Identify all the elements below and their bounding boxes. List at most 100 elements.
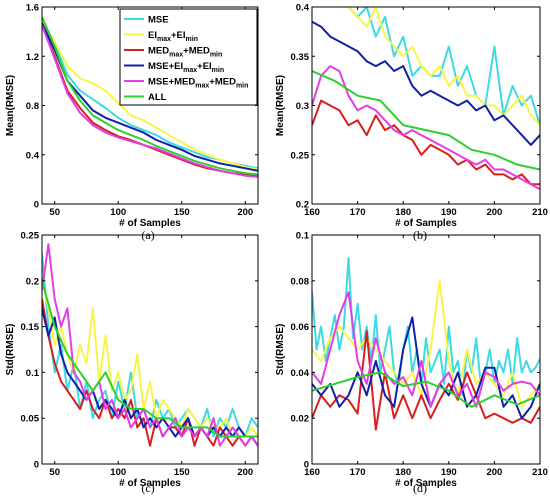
legend-label: MSE+EImax+EImin bbox=[148, 61, 224, 74]
legend-item-med: MEDmax+MEDmin bbox=[124, 46, 222, 59]
legend-label-subscript: max bbox=[195, 83, 209, 90]
y-axis-label: Std(RMSE) bbox=[5, 324, 16, 376]
x-tick-label: 200 bbox=[237, 207, 253, 218]
y-tick-label: 0 bbox=[304, 460, 309, 471]
x-axis-label: # of Samples bbox=[395, 478, 457, 489]
y-tick-label: 0 bbox=[34, 200, 39, 211]
legend-label-subscript: min bbox=[236, 83, 248, 90]
x-tick-label: 180 bbox=[395, 467, 411, 478]
x-axis-label: # of Samples bbox=[395, 218, 457, 229]
series-line-med bbox=[312, 330, 540, 431]
series-group bbox=[42, 16, 258, 178]
legend-label-subscript: max bbox=[157, 36, 171, 43]
y-tick-label: 0.02 bbox=[291, 414, 310, 425]
plot-frame bbox=[311, 234, 541, 465]
series-line-ei bbox=[312, 279, 540, 408]
y-axis-label: Std(RMSE) bbox=[275, 324, 286, 376]
legend-item-all: ALL bbox=[124, 92, 167, 103]
series-line-med bbox=[42, 298, 258, 447]
legend-label-part: ALL bbox=[148, 92, 167, 103]
y-axis-label: Mean(RMSE) bbox=[275, 75, 286, 136]
legend-label: ALL bbox=[148, 92, 167, 103]
x-tick-label: 50 bbox=[49, 207, 60, 218]
series-line-med bbox=[312, 99, 540, 186]
x-tick-label: 100 bbox=[110, 467, 126, 478]
y-axis-label: Mean(RMSE) bbox=[5, 75, 16, 136]
y-tick-label: 0.3 bbox=[296, 101, 309, 112]
y-tick-label: 0.15 bbox=[21, 322, 40, 333]
legend-label: EImax+EImin bbox=[148, 30, 198, 43]
legend-item-mse: MSE bbox=[124, 15, 169, 26]
series-line-ei bbox=[42, 280, 258, 438]
x-tick-label: 100 bbox=[110, 207, 126, 218]
legend: MSEEImax+EIminMEDmax+MEDminMSE+EImax+EIm… bbox=[119, 8, 258, 106]
legend-label-subscript: max bbox=[169, 52, 183, 59]
plot-frame bbox=[41, 234, 259, 465]
y-tick-label: 0.4 bbox=[26, 150, 40, 161]
series-line-mse-ei bbox=[312, 316, 540, 420]
x-tick-label: 150 bbox=[174, 467, 190, 478]
series-line-mse-med bbox=[42, 243, 258, 447]
legend-label: MSE+MEDmax+MEDmin bbox=[148, 77, 248, 90]
x-tick-label: 210 bbox=[532, 207, 548, 218]
y-tick-label: 1.2 bbox=[26, 52, 39, 63]
chart-panel-4: 160 170 180 190 200 210 0 0.02 0.04 0.06 0.08 0.1 # … bbox=[275, 231, 548, 496]
legend-item-mse-ei: MSE+EImax+EImin bbox=[124, 61, 224, 74]
legend-label-part: MED bbox=[148, 46, 169, 57]
y-tick-label: 0.06 bbox=[291, 322, 310, 333]
y-tick-label: 0.05 bbox=[21, 414, 40, 425]
legend-box bbox=[119, 8, 258, 106]
x-tick-label: 200 bbox=[237, 467, 253, 478]
x-tick-label: 160 bbox=[304, 467, 320, 478]
series-line-mse bbox=[347, 7, 540, 126]
legend-label-part: +EI bbox=[171, 30, 186, 41]
y-tick-label: 0.35 bbox=[291, 52, 310, 63]
legend-label-part: MSE bbox=[148, 15, 169, 26]
panel-label: (c) bbox=[141, 481, 154, 495]
x-tick-label: 170 bbox=[350, 467, 366, 478]
series-line-all bbox=[312, 70, 540, 171]
series-line-mse-med bbox=[312, 65, 540, 191]
x-axis-label: # of Samples bbox=[119, 218, 181, 229]
chart-panel-1: 50 100 150 200 0 0.4 0.8 1.2 1.6 # of Samples Mean… bbox=[5, 3, 259, 242]
x-axis-label: # of Samples bbox=[119, 478, 181, 489]
x-tick-label: 50 bbox=[49, 467, 60, 478]
x-tick-label: 180 bbox=[395, 207, 411, 218]
x-tick-label: 200 bbox=[486, 467, 502, 478]
x-tick-label: 210 bbox=[532, 467, 548, 478]
y-tick-label: 0.04 bbox=[291, 368, 310, 379]
series-line-mse-med bbox=[42, 25, 258, 178]
legend-label-part: +EI bbox=[197, 61, 212, 72]
series-line-ei bbox=[347, 7, 540, 126]
legend-label-part: MSE+MED bbox=[148, 77, 195, 88]
series-line-mse-ei bbox=[42, 308, 258, 447]
series-line-ei bbox=[42, 21, 258, 171]
y-tick-label: 0.08 bbox=[291, 276, 310, 287]
legend-label: MSE bbox=[148, 15, 169, 26]
y-tick-label: 0.2 bbox=[26, 276, 39, 287]
series-line-mse bbox=[42, 253, 258, 438]
series-line-mse-ei bbox=[42, 22, 258, 172]
x-tick-label: 160 bbox=[304, 207, 320, 218]
legend-label-subscript: min bbox=[212, 67, 224, 74]
series-line-all bbox=[42, 16, 258, 176]
y-tick-label: 0.2 bbox=[296, 200, 309, 211]
series-line-mse-ei bbox=[312, 20, 540, 146]
y-tick-label: 0.25 bbox=[291, 150, 310, 161]
y-tick-label: 0.1 bbox=[26, 368, 40, 379]
x-tick-label: 190 bbox=[441, 467, 457, 478]
chart-panel-2: 160 170 180 190 200 210 0.2 0.25 0.3 0.35 0.4 # of … bbox=[275, 3, 548, 243]
y-tick-label: 1.6 bbox=[26, 3, 39, 14]
chart-panel-3: 50 100 150 200 0 0.05 0.1 0.15 0.2 0.25 # of Sampl… bbox=[5, 231, 259, 495]
panel-label: (d) bbox=[413, 481, 427, 495]
series-group bbox=[312, 256, 540, 431]
y-tick-label: 0.1 bbox=[296, 231, 310, 242]
legend-label-part: EI bbox=[148, 30, 157, 41]
legend-label-subscript: max bbox=[183, 67, 197, 74]
series-line-mse-med bbox=[312, 291, 540, 408]
y-tick-label: 0 bbox=[34, 460, 39, 471]
legend-item-mse-med: MSE+MEDmax+MEDmin bbox=[124, 77, 248, 90]
series-line-all bbox=[42, 280, 258, 438]
legend-label-subscript: min bbox=[186, 36, 198, 43]
